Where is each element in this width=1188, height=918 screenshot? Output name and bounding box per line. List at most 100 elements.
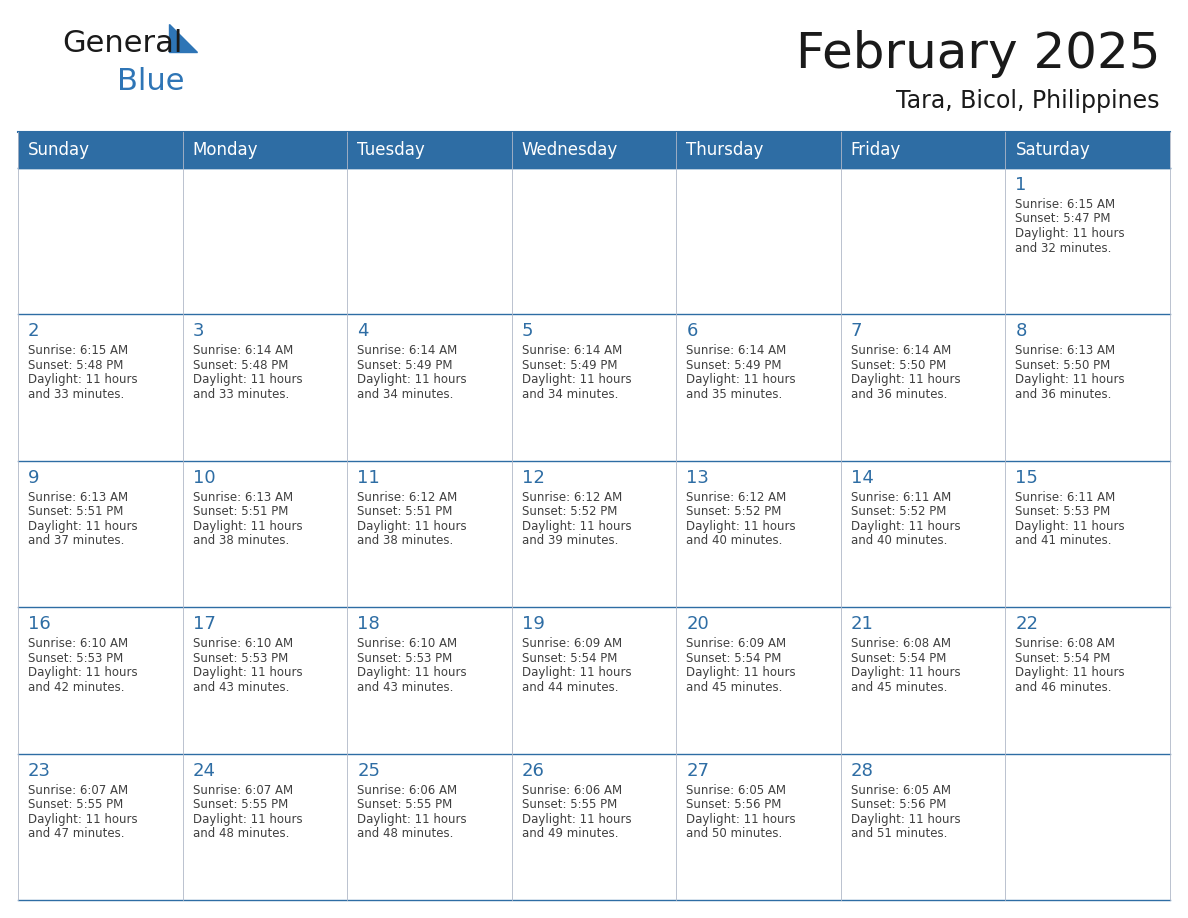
Bar [1005, 168, 1170, 314]
Text: Sunrise: 6:09 AM: Sunrise: 6:09 AM [687, 637, 786, 650]
Text: Sunrise: 6:14 AM: Sunrise: 6:14 AM [522, 344, 623, 357]
Text: and 36 minutes.: and 36 minutes. [851, 388, 947, 401]
Text: Tuesday: Tuesday [358, 141, 425, 159]
Text: Sunset: 5:54 PM: Sunset: 5:54 PM [687, 652, 782, 665]
Text: Thursday: Thursday [687, 141, 764, 159]
Text: Daylight: 11 hours: Daylight: 11 hours [29, 374, 138, 386]
Text: 12: 12 [522, 469, 544, 487]
Text: and 45 minutes.: and 45 minutes. [687, 681, 783, 694]
Bar [1005, 314, 1170, 461]
Text: Sunrise: 6:11 AM: Sunrise: 6:11 AM [851, 491, 952, 504]
Text: and 37 minutes.: and 37 minutes. [29, 534, 125, 547]
Text: 17: 17 [192, 615, 215, 633]
Text: Sunset: 5:52 PM: Sunset: 5:52 PM [687, 505, 782, 519]
Text: Sunset: 5:51 PM: Sunset: 5:51 PM [358, 505, 453, 519]
Text: and 32 minutes.: and 32 minutes. [1016, 241, 1112, 254]
Text: 9: 9 [29, 469, 39, 487]
Text: and 40 minutes.: and 40 minutes. [687, 534, 783, 547]
Text: and 33 minutes.: and 33 minutes. [192, 388, 289, 401]
Text: Daylight: 11 hours: Daylight: 11 hours [851, 520, 960, 532]
Bar [512, 314, 676, 461]
Text: Sunset: 5:49 PM: Sunset: 5:49 PM [522, 359, 618, 372]
Bar [347, 314, 512, 461]
Text: Sunset: 5:50 PM: Sunset: 5:50 PM [1016, 359, 1111, 372]
Bar [512, 754, 676, 900]
Bar [1005, 607, 1170, 754]
Text: Daylight: 11 hours: Daylight: 11 hours [358, 374, 467, 386]
Text: Sunset: 5:54 PM: Sunset: 5:54 PM [851, 652, 946, 665]
Bar [1005, 754, 1170, 900]
Text: Sunrise: 6:07 AM: Sunrise: 6:07 AM [192, 784, 292, 797]
Text: Sunrise: 6:11 AM: Sunrise: 6:11 AM [1016, 491, 1116, 504]
Bar [676, 461, 841, 607]
Text: Daylight: 11 hours: Daylight: 11 hours [192, 666, 302, 679]
Text: and 50 minutes.: and 50 minutes. [687, 827, 783, 840]
Text: Daylight: 11 hours: Daylight: 11 hours [687, 666, 796, 679]
Bar [18, 607, 183, 754]
Text: 11: 11 [358, 469, 380, 487]
Text: Sunset: 5:53 PM: Sunset: 5:53 PM [29, 652, 124, 665]
Text: Sunrise: 6:14 AM: Sunrise: 6:14 AM [358, 344, 457, 357]
Text: and 33 minutes.: and 33 minutes. [29, 388, 125, 401]
Text: 18: 18 [358, 615, 380, 633]
Text: and 45 minutes.: and 45 minutes. [851, 681, 947, 694]
Text: 6: 6 [687, 322, 697, 341]
Bar [18, 168, 183, 314]
Bar [18, 314, 183, 461]
Bar [512, 461, 676, 607]
Text: 25: 25 [358, 762, 380, 779]
Text: Sunset: 5:55 PM: Sunset: 5:55 PM [358, 798, 453, 812]
Text: Daylight: 11 hours: Daylight: 11 hours [29, 812, 138, 825]
Text: Daylight: 11 hours: Daylight: 11 hours [851, 666, 960, 679]
Bar [18, 132, 1170, 168]
Text: and 51 minutes.: and 51 minutes. [851, 827, 947, 840]
Text: and 49 minutes.: and 49 minutes. [522, 827, 618, 840]
Text: Sunrise: 6:07 AM: Sunrise: 6:07 AM [29, 784, 128, 797]
Text: 22: 22 [1016, 615, 1038, 633]
Bar [18, 461, 183, 607]
Text: Sunset: 5:52 PM: Sunset: 5:52 PM [851, 505, 946, 519]
Text: Daylight: 11 hours: Daylight: 11 hours [358, 520, 467, 532]
Text: Sunset: 5:52 PM: Sunset: 5:52 PM [522, 505, 617, 519]
Text: Sunset: 5:55 PM: Sunset: 5:55 PM [192, 798, 287, 812]
Text: Wednesday: Wednesday [522, 141, 618, 159]
Text: Friday: Friday [851, 141, 902, 159]
Text: Sunrise: 6:12 AM: Sunrise: 6:12 AM [522, 491, 623, 504]
Text: and 40 minutes.: and 40 minutes. [851, 534, 947, 547]
Text: Sunset: 5:48 PM: Sunset: 5:48 PM [29, 359, 124, 372]
Text: Monday: Monday [192, 141, 258, 159]
Text: Sunrise: 6:09 AM: Sunrise: 6:09 AM [522, 637, 621, 650]
Bar [512, 607, 676, 754]
Text: Sunrise: 6:15 AM: Sunrise: 6:15 AM [1016, 198, 1116, 211]
Text: 23: 23 [29, 762, 51, 779]
Text: Sunset: 5:54 PM: Sunset: 5:54 PM [1016, 652, 1111, 665]
Bar [676, 314, 841, 461]
Bar [18, 754, 183, 900]
Bar [183, 607, 347, 754]
Text: Saturday: Saturday [1016, 141, 1091, 159]
Bar [841, 461, 1005, 607]
Text: Daylight: 11 hours: Daylight: 11 hours [522, 374, 631, 386]
Bar [347, 607, 512, 754]
Text: and 36 minutes.: and 36 minutes. [1016, 388, 1112, 401]
Text: Sunset: 5:48 PM: Sunset: 5:48 PM [192, 359, 287, 372]
Bar [676, 168, 841, 314]
Text: Sunrise: 6:13 AM: Sunrise: 6:13 AM [1016, 344, 1116, 357]
Text: and 34 minutes.: and 34 minutes. [358, 388, 454, 401]
Text: Daylight: 11 hours: Daylight: 11 hours [1016, 666, 1125, 679]
Text: Sunset: 5:51 PM: Sunset: 5:51 PM [29, 505, 124, 519]
Text: 28: 28 [851, 762, 873, 779]
Text: 10: 10 [192, 469, 215, 487]
Text: Sunrise: 6:08 AM: Sunrise: 6:08 AM [1016, 637, 1116, 650]
Text: Blue: Blue [116, 67, 184, 96]
Text: Daylight: 11 hours: Daylight: 11 hours [192, 812, 302, 825]
Text: Daylight: 11 hours: Daylight: 11 hours [522, 666, 631, 679]
Text: Sunset: 5:56 PM: Sunset: 5:56 PM [687, 798, 782, 812]
Text: 2: 2 [29, 322, 39, 341]
Text: February 2025: February 2025 [796, 30, 1159, 78]
Text: Daylight: 11 hours: Daylight: 11 hours [687, 374, 796, 386]
Bar [183, 168, 347, 314]
Text: Sunset: 5:53 PM: Sunset: 5:53 PM [358, 652, 453, 665]
Text: Sunrise: 6:05 AM: Sunrise: 6:05 AM [687, 784, 786, 797]
Text: Sunset: 5:53 PM: Sunset: 5:53 PM [1016, 505, 1111, 519]
